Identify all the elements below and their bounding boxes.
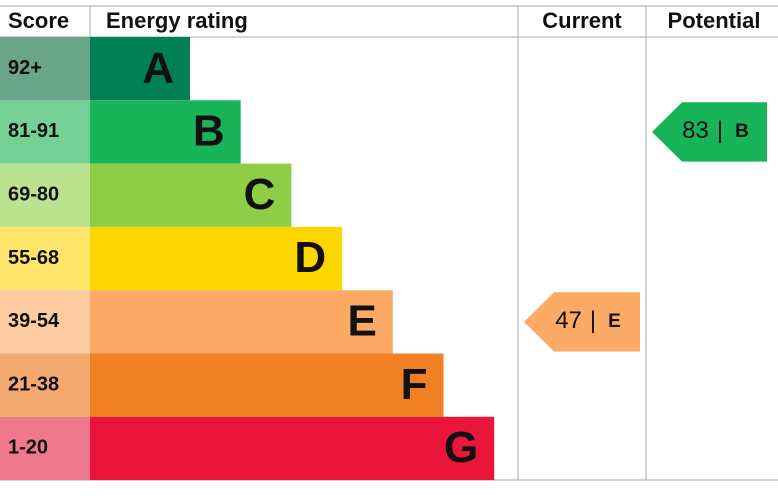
rating-label: 83 | B <box>682 117 749 144</box>
rating-bar <box>90 416 495 481</box>
header: Potential <box>668 8 761 33</box>
rating-letter: D <box>294 233 326 282</box>
score-cell <box>0 290 90 354</box>
rating-label: 47 | E <box>555 307 621 334</box>
score-label: 92+ <box>8 57 42 79</box>
header: Score <box>8 8 69 33</box>
rating-letter: E <box>608 311 621 332</box>
score-label: 55-68 <box>8 247 59 269</box>
rating-bar <box>90 226 343 291</box>
rating-arrow <box>524 292 640 352</box>
rating-letter: E <box>347 296 376 345</box>
rating-letter: F <box>401 360 428 409</box>
rating-value: 83 <box>682 117 709 144</box>
rating-letter: B <box>193 107 225 156</box>
header: Energy rating <box>106 8 248 33</box>
score-cell <box>0 226 90 291</box>
header: Current <box>542 8 622 33</box>
rating-separator: | <box>717 117 723 144</box>
rating-letter: G <box>444 423 478 472</box>
rating-bar <box>90 163 292 227</box>
score-cell <box>0 100 90 164</box>
rating-letter: C <box>244 170 276 219</box>
rating-bar <box>90 290 393 354</box>
rating-bar <box>90 100 241 164</box>
rating-letter: B <box>735 121 749 142</box>
rating-letter: A <box>142 43 174 92</box>
score-cell <box>0 353 90 417</box>
rating-separator: | <box>590 307 596 334</box>
score-label: 39-54 <box>8 310 60 332</box>
score-cell <box>0 163 90 227</box>
rating-bar <box>90 37 190 101</box>
rating-arrow <box>652 102 767 162</box>
score-label: 69-80 <box>8 184 59 206</box>
score-label: 81-91 <box>8 120 59 142</box>
rating-bar <box>90 353 444 417</box>
rating-value: 47 <box>555 307 582 334</box>
score-cell <box>0 416 90 481</box>
score-label: 21-38 <box>8 373 59 395</box>
score-cell <box>0 37 90 101</box>
score-label: 1-20 <box>8 437 48 459</box>
